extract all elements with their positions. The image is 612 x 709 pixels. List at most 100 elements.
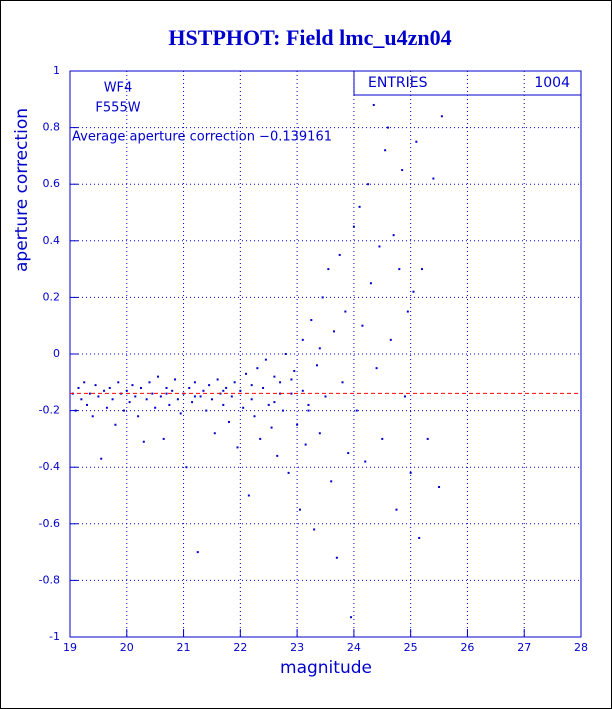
y-tick-label: -0.6: [39, 517, 60, 530]
point: [426, 437, 429, 440]
point: [310, 319, 313, 322]
point: [386, 126, 389, 129]
x-tick-label: 26: [460, 641, 474, 654]
point: [304, 443, 307, 446]
x-tick-label: 19: [63, 641, 77, 654]
point: [250, 398, 253, 401]
point: [287, 471, 290, 474]
point: [210, 398, 213, 401]
point: [415, 140, 418, 143]
point: [262, 386, 265, 389]
point: [86, 403, 89, 406]
x-tick-label: 28: [574, 641, 588, 654]
point: [193, 381, 196, 384]
point: [256, 367, 259, 370]
y-tick-label: -0.4: [39, 460, 60, 473]
point: [389, 338, 392, 341]
point: [222, 403, 225, 406]
point: [284, 353, 287, 355]
y-tick-label: 0.4: [43, 234, 61, 247]
point: [298, 508, 301, 511]
point: [128, 401, 131, 404]
point: [273, 401, 276, 404]
point: [335, 556, 338, 559]
point: [375, 367, 378, 370]
point: [188, 386, 191, 389]
x-tick-label: 23: [290, 641, 304, 654]
annotation: WF4: [104, 81, 133, 96]
x-tick-label: 27: [517, 641, 531, 654]
point: [321, 296, 324, 299]
point: [108, 386, 111, 389]
point: [148, 381, 151, 384]
point: [137, 415, 140, 418]
point: [438, 486, 441, 489]
point: [358, 205, 361, 208]
y-tick-label: 1: [53, 64, 60, 77]
x-axis-label: magnitude: [280, 658, 372, 678]
point: [364, 460, 367, 463]
point: [318, 347, 321, 350]
point: [307, 409, 310, 412]
point: [367, 183, 370, 186]
point: [355, 409, 358, 412]
point: [333, 330, 336, 333]
point: [88, 392, 91, 395]
y-tick-label: -0.8: [39, 573, 60, 586]
point: [378, 245, 381, 248]
point: [236, 446, 239, 449]
point: [174, 378, 177, 381]
point: [239, 389, 242, 392]
point: [83, 381, 86, 384]
point: [273, 375, 276, 378]
point: [253, 415, 256, 418]
point: [131, 384, 134, 387]
y-tick-label: 0.2: [43, 290, 61, 303]
annotation: F555W: [95, 101, 140, 116]
chart-title: HSTPHOT: Field lmc_u4zn04: [168, 25, 451, 50]
point: [361, 324, 364, 327]
point: [139, 386, 142, 389]
point: [171, 389, 174, 392]
point: [403, 395, 406, 398]
point: [421, 268, 424, 271]
point: [165, 386, 168, 389]
point: [392, 234, 395, 237]
y-tick-label: 0.6: [43, 177, 61, 190]
point: [270, 426, 273, 429]
point: [117, 381, 120, 384]
point: [250, 384, 253, 387]
point: [315, 364, 318, 367]
point: [418, 536, 421, 539]
point: [91, 415, 94, 418]
x-tick-label: 25: [404, 641, 418, 654]
point: [412, 290, 415, 293]
point: [327, 268, 330, 271]
stats-label: ENTRIES: [368, 75, 428, 91]
point: [384, 149, 387, 152]
point: [151, 392, 154, 395]
point: [242, 406, 245, 409]
point: [103, 389, 106, 392]
point: [395, 508, 398, 511]
point: [216, 378, 219, 381]
point: [185, 466, 188, 469]
point: [208, 384, 211, 387]
point: [347, 452, 350, 455]
x-tick-label: 21: [177, 641, 191, 654]
point: [290, 392, 293, 395]
point: [114, 423, 117, 426]
point: [301, 338, 304, 341]
point: [247, 494, 250, 497]
point: [330, 480, 333, 483]
point: [157, 375, 160, 378]
point: [324, 395, 327, 398]
point: [245, 372, 248, 375]
point: [344, 310, 347, 313]
point: [225, 386, 228, 389]
point: [432, 177, 435, 180]
y-tick-label: -0.2: [39, 404, 60, 417]
point: [296, 423, 299, 426]
point: [318, 432, 321, 435]
point: [80, 398, 83, 401]
